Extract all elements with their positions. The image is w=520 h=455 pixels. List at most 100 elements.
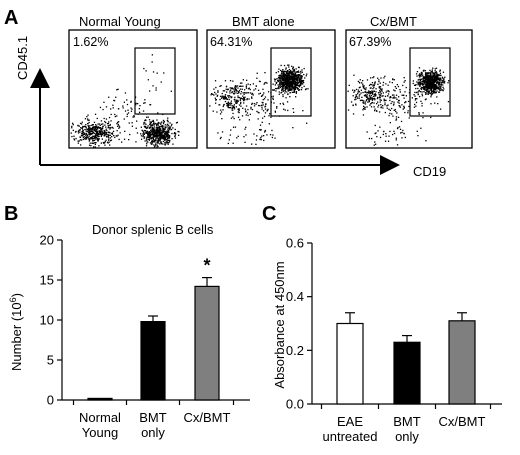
x-tick-label: untreated	[323, 429, 378, 444]
flow-event-dot	[283, 76, 286, 78]
flow-event-dot	[111, 133, 114, 135]
flow-event-dot	[135, 102, 137, 104]
flow-event-dot	[217, 91, 219, 93]
flow-event-dot	[379, 90, 381, 92]
flow-event-dot	[94, 137, 97, 139]
flow-event-dot	[402, 84, 404, 87]
flow-event-dot	[289, 87, 291, 89]
flow-event-dot	[93, 146, 95, 148]
flow-event-dot	[156, 146, 158, 148]
flow-event-dot	[391, 82, 393, 84]
flow-event-dot	[169, 129, 171, 131]
bar-chart-absorbance: Absorbance at 450nm 0.00.20.40.6EAEuntre…	[272, 236, 502, 444]
flow-event-dot	[264, 105, 267, 107]
flow-event-dot	[174, 132, 177, 134]
flow-event-dot	[140, 135, 143, 137]
flow-event-dot	[358, 97, 360, 99]
flow-event-dot	[375, 95, 377, 97]
flow-event-dot	[130, 110, 133, 112]
flow-event-dot	[161, 131, 164, 133]
flow-event-dot	[147, 133, 149, 135]
flow-event-dot	[271, 129, 273, 132]
flow-event-dot	[156, 123, 158, 125]
flow-event-dot	[239, 88, 242, 90]
flow-event-dot	[444, 76, 446, 78]
flow-event-dot	[161, 131, 163, 133]
flow-event-dot	[80, 144, 82, 146]
flow-event-dot	[294, 88, 296, 91]
flow-event-dot	[428, 72, 430, 75]
flow-event-dot	[155, 139, 157, 141]
flow-event-dot	[258, 112, 260, 114]
flow-event-dot	[370, 97, 372, 99]
flow-event-dot	[221, 95, 223, 97]
flow-event-dot	[423, 81, 425, 83]
flow-event-dot	[431, 81, 433, 83]
flow-event-dot	[433, 77, 436, 79]
flow-event-dot	[93, 139, 95, 142]
flow-event-dot	[240, 97, 242, 100]
flow-event-dot	[150, 122, 152, 124]
flow-event-dot	[294, 81, 296, 83]
flow-event-dot	[147, 132, 149, 134]
flow-event-dot	[435, 67, 438, 69]
flow-event-dot	[285, 81, 288, 83]
flow-event-dot	[158, 128, 160, 130]
flow-event-dot	[293, 78, 295, 80]
flow-event-dot	[429, 92, 432, 94]
flow-event-dot	[96, 133, 99, 135]
flow-event-dot	[366, 106, 368, 108]
flow-event-dot	[429, 87, 431, 90]
y-tick-label: 0.0	[286, 397, 304, 412]
flow-event-dot	[117, 123, 119, 126]
flow-event-dot	[104, 133, 106, 135]
flow-event-dot	[287, 87, 289, 89]
flow-event-dot	[167, 136, 169, 138]
flow-event-dot	[408, 117, 410, 119]
flow-event-dot	[371, 137, 373, 140]
flow-event-dot	[115, 135, 117, 137]
y-tick-label: 0.2	[286, 343, 304, 358]
flow-event-dot	[149, 138, 151, 140]
flow-event-dot	[277, 76, 280, 79]
flow-event-dot	[429, 79, 431, 81]
flow-event-dot	[153, 141, 155, 143]
flow-event-dot	[258, 93, 260, 95]
flow-event-dot	[361, 82, 363, 84]
flow-event-dot	[104, 130, 106, 132]
flow-event-dot	[111, 126, 113, 128]
flow-event-dot	[242, 98, 244, 101]
x-tick-label: EAE	[337, 414, 363, 429]
flow-event-dot	[97, 140, 99, 142]
flow-event-dot	[430, 116, 432, 119]
flow-event-dot	[142, 135, 144, 138]
flow-event-dot	[282, 95, 284, 98]
flow-event-dot	[355, 104, 357, 106]
y-tick-label: 15	[40, 273, 54, 288]
flow-event-dot	[300, 70, 302, 73]
flow-event-dot	[88, 130, 90, 132]
flow-event-dot	[276, 78, 278, 80]
flow-event-dot	[282, 82, 284, 84]
flow-event-dot	[289, 85, 291, 87]
flow-event-dot	[242, 98, 244, 100]
flow-event-dot	[371, 93, 374, 95]
flow-event-dot	[277, 87, 279, 89]
flow-event-dot	[298, 89, 300, 91]
flow-event-dot	[432, 81, 435, 83]
flow-event-dot	[157, 134, 159, 136]
flow-event-dot	[232, 142, 234, 144]
flow-event-dot	[262, 117, 264, 119]
flow-event-dot	[433, 75, 436, 77]
flow-event-dot	[384, 95, 387, 97]
flow-event-dot	[157, 123, 159, 125]
flow-event-dot	[96, 136, 98, 138]
flow-event-dot	[154, 131, 157, 133]
flow-event-dot	[285, 97, 287, 99]
flow-event-dot	[373, 90, 375, 92]
flow-event-dot	[165, 136, 167, 138]
flow-event-dot	[303, 85, 305, 87]
flow-event-dot	[387, 140, 390, 142]
flow-event-dot	[159, 143, 161, 145]
flow-plot-percent: 1.62%	[73, 35, 108, 49]
